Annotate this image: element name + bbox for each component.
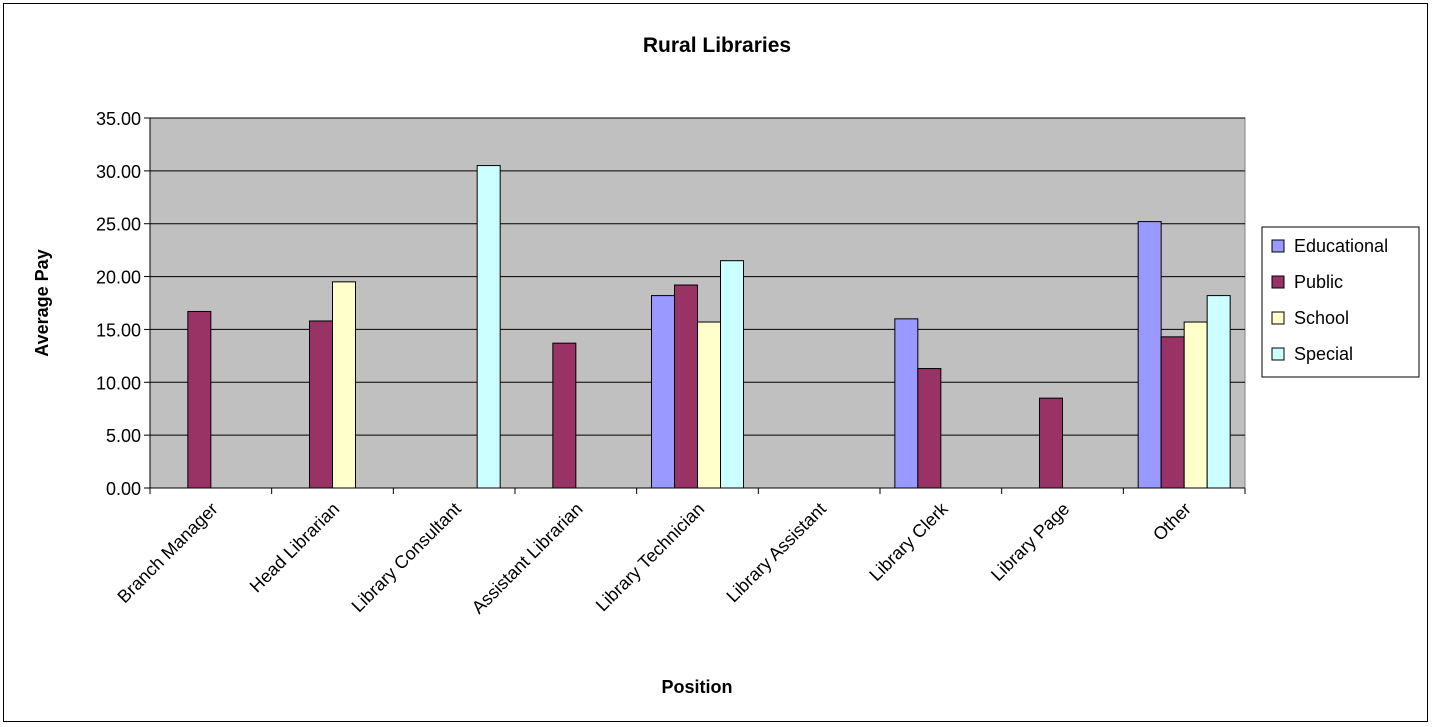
x-tick-label: Head Librarian	[246, 499, 344, 597]
x-axis: Branch Manager Head Librarian Library Cons…	[113, 487, 1246, 618]
y-tick-label: 0.00	[106, 479, 141, 499]
legend-swatch	[1271, 347, 1285, 361]
x-tick-label: Library Technician	[592, 499, 708, 615]
bar-school-4	[697, 321, 721, 489]
bar-public-1	[309, 320, 333, 489]
bar-special-8	[1206, 295, 1231, 489]
y-tick-label: 15.00	[96, 320, 141, 340]
bar-school-8	[1183, 321, 1208, 489]
x-tick-label: Branch Manager	[113, 499, 221, 607]
chart-title: Rural Libraries	[643, 34, 791, 57]
bars	[187, 165, 1231, 489]
bar-public-3	[552, 342, 577, 489]
x-tick-label: Library Page	[987, 499, 1073, 585]
x-tick-label: Library Assistant	[722, 499, 830, 607]
x-tick-label: Assistant Librarian	[468, 499, 587, 618]
bar-educational-4	[651, 295, 675, 489]
legend-label: Special	[1294, 344, 1353, 364]
bar-public-7	[1039, 397, 1063, 489]
legend-swatch	[1271, 311, 1285, 325]
y-axis: 0.00 5.00 10.00 15.00 20.00 25.00 30.00 35.00	[96, 109, 151, 499]
y-tick-label: 25.00	[96, 215, 141, 235]
y-tick-label: 20.00	[96, 268, 141, 288]
legend-swatch	[1271, 239, 1285, 253]
bar-special-4	[720, 260, 744, 489]
x-tick-label: Library Clerk	[865, 498, 952, 585]
bar-educational-8	[1137, 221, 1162, 489]
legend-box	[1261, 226, 1420, 378]
bar-public-8	[1160, 336, 1185, 489]
y-axis-title: Average Pay	[32, 249, 52, 356]
y-tick-label: 35.00	[96, 109, 141, 129]
y-tick-label: 30.00	[96, 162, 141, 182]
bar-educational-6	[894, 318, 919, 489]
x-axis-title: Position	[662, 677, 733, 697]
legend-label: School	[1294, 308, 1349, 328]
x-tick-label: Other	[1149, 499, 1195, 545]
legend: Educational Public School Special	[1261, 226, 1420, 378]
bar-special-2	[476, 165, 501, 489]
bar-school-1	[332, 281, 356, 489]
bar-public-0	[187, 310, 212, 489]
y-tick-label: 10.00	[96, 373, 141, 393]
x-tick-label: Library Consultant	[348, 499, 465, 616]
bar-public-4	[674, 284, 698, 489]
bar-public-6	[917, 368, 942, 489]
y-tick-label: 5.00	[106, 426, 141, 446]
legend-label: Public	[1294, 272, 1343, 292]
legend-label: Educational	[1294, 236, 1388, 256]
legend-swatch	[1271, 275, 1285, 289]
legend-items: Educational Public School Special	[1271, 236, 1388, 364]
